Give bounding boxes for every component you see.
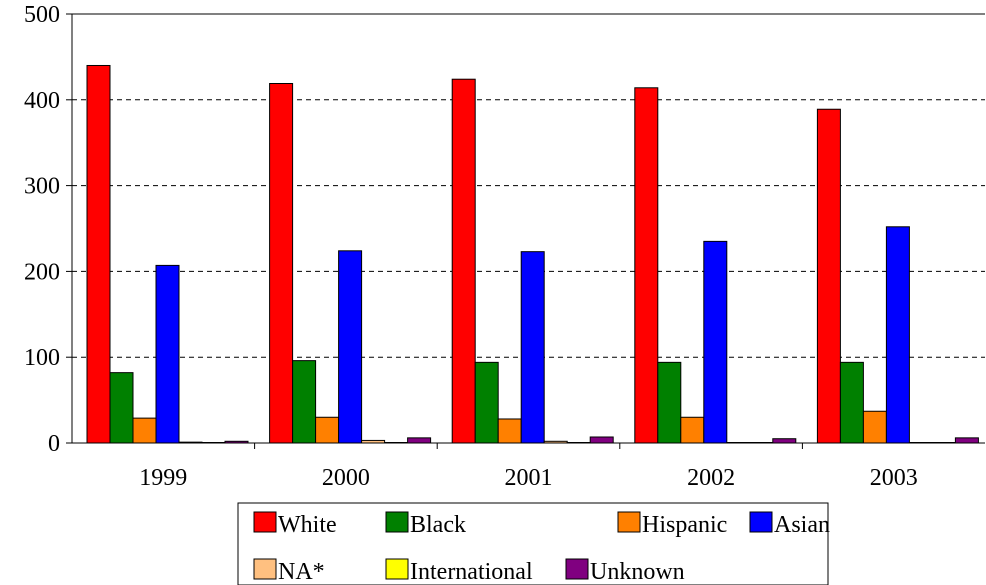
y-tick-label: 400 — [24, 88, 60, 114]
bar-hispanic-2002 — [680, 416, 705, 444]
bar-black-1999 — [109, 372, 134, 444]
bars — [86, 64, 979, 444]
legend-swatch-asian — [749, 511, 773, 533]
bar-hispanic-2001 — [497, 418, 522, 444]
legend-swatch-hispanic — [617, 511, 641, 533]
legend-label: White — [278, 512, 337, 538]
bar-asian-2002 — [703, 240, 728, 444]
bar-asian-2003 — [885, 226, 910, 444]
axes — [66, 13, 985, 449]
legend-label: Asian — [774, 512, 830, 538]
legend-swatch-unknown — [565, 558, 589, 580]
y-tick-label: 200 — [24, 259, 60, 285]
bar-white-2002 — [634, 87, 659, 444]
legend-swatch-international — [385, 558, 409, 580]
bar-unknown-2003 — [954, 437, 979, 444]
bar-unknown-2000 — [407, 437, 432, 444]
x-tick-label: 2001 — [505, 465, 553, 491]
bar-asian-1999 — [155, 264, 180, 444]
bar-unknown-2002 — [772, 438, 797, 444]
legend-label: Black — [410, 512, 466, 538]
legend-label: NA* — [278, 559, 325, 585]
bar-white-2001 — [451, 78, 476, 444]
x-tick-label: 1999 — [139, 465, 187, 491]
bar-hispanic-2000 — [315, 416, 340, 444]
x-tick-label: 2003 — [870, 465, 918, 491]
x-tick-label: 2000 — [322, 465, 370, 491]
y-tick-label: 100 — [24, 345, 60, 371]
legend-label: Unknown — [590, 559, 685, 585]
legend-swatch-na — [253, 558, 277, 580]
bar-black-2003 — [839, 361, 864, 444]
bar-asian-2001 — [520, 251, 545, 444]
y-tick-label: 0 — [48, 431, 60, 457]
bar-white-2000 — [269, 82, 294, 444]
legend-label: Hispanic — [642, 512, 727, 538]
legend-box — [237, 502, 829, 585]
bar-asian-2000 — [338, 250, 363, 444]
bar-white-1999 — [86, 64, 111, 444]
legend: White Black Hispanic Asian NA* International U… — [237, 502, 830, 585]
bar-white-2003 — [816, 108, 841, 444]
y-tick-labels: 0 100 200 300 400 500 — [24, 2, 60, 457]
x-tick-labels: 1999 2000 2001 2002 2003 — [139, 465, 917, 491]
bar-black-2000 — [292, 360, 317, 444]
bar-hispanic-2003 — [862, 410, 887, 444]
bar-unknown-2001 — [589, 436, 614, 444]
y-tick-label: 300 — [24, 174, 60, 200]
legend-label: International — [410, 559, 533, 585]
legend-swatch-black — [385, 511, 409, 533]
x-tick-label: 2002 — [687, 465, 735, 491]
bar-black-2001 — [474, 361, 499, 444]
bar-hispanic-1999 — [132, 417, 157, 444]
y-tick-label: 500 — [24, 2, 60, 28]
bar-black-2002 — [657, 361, 682, 444]
legend-swatch-white — [253, 511, 277, 533]
